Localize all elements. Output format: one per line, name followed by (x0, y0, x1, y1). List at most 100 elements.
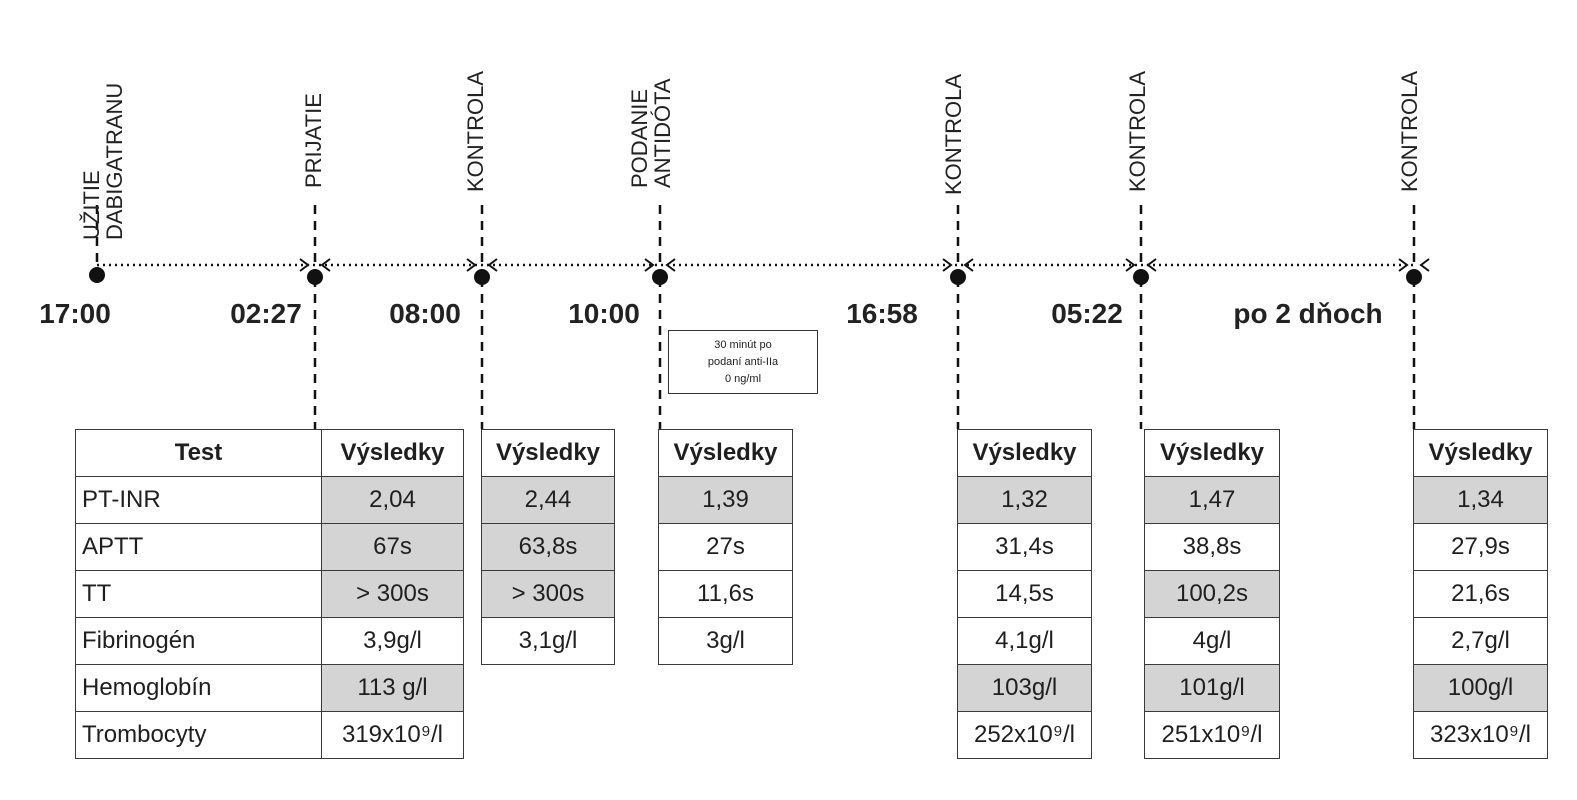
table-row: 63,8s (481, 523, 615, 571)
table-row: 100g/l (1413, 664, 1548, 712)
table-row: 3,9g/l (321, 617, 464, 665)
table-row: Trombocyty (75, 711, 322, 759)
test-name-cell: APTT (75, 523, 322, 571)
table-row: > 300s (481, 570, 615, 618)
event-arrowheads (1125, 258, 1157, 272)
result-value-cell: 319x10⁹/l (321, 711, 464, 759)
results-header-cell: Výsledky (658, 429, 793, 477)
table-row: TT (75, 570, 322, 618)
event-arrowheads (1398, 258, 1430, 272)
table-row: 319x10⁹/l (321, 711, 464, 759)
result-value-cell: 1,32 (957, 476, 1092, 524)
results-table: Výsledky 1,47 38,8s 100,2s 4g/l 101g/l 251x10⁹… (1144, 429, 1280, 759)
event-time-label: po 2 dňoch (1233, 298, 1383, 329)
note-line: 0 ng/ml (724, 372, 762, 385)
result-value-cell: 2,04 (321, 476, 464, 524)
table-row: Test (75, 429, 322, 477)
event-arrowheads (942, 258, 974, 272)
table-row: 11,6s (658, 570, 793, 618)
table-row: 67s (321, 523, 464, 571)
event-label-line: ANTIDÓTA (650, 78, 676, 188)
test-header-cell: Test (75, 429, 322, 477)
results-header-cell: Výsledky (321, 429, 464, 477)
note-line: podaní anti-IIa (707, 355, 779, 368)
table-row: PT-INR (75, 476, 322, 524)
result-value-cell: > 300s (481, 570, 615, 618)
result-value-cell: 100g/l (1413, 664, 1548, 712)
event-time-label: 05:22 (1051, 298, 1123, 329)
result-value-cell: 2,44 (481, 476, 615, 524)
event-label: KONTROLA (1397, 71, 1422, 192)
table-row: 4g/l (1144, 617, 1280, 665)
event-label-line: DABIGATRANU (102, 82, 128, 240)
event-label: UŽITIE DABIGATRANU (79, 82, 128, 240)
table-row: 251x10⁹/l (1144, 711, 1280, 759)
event-label-line: KONTROLA (941, 73, 966, 195)
table-row: 103g/l (957, 664, 1092, 712)
table-row: 27s (658, 523, 793, 571)
table-row: Fibrinogén (75, 617, 322, 665)
result-value-cell: 27,9s (1413, 523, 1548, 571)
result-value-cell: 3g/l (658, 617, 793, 665)
results-header-cell: Výsledky (957, 429, 1092, 477)
event-arrowheads (466, 258, 498, 272)
event-label-line: UŽITIE (79, 170, 104, 240)
result-value-cell: 251x10⁹/l (1144, 711, 1280, 759)
event-time-label: 08:00 (389, 298, 461, 329)
event-label: PRIJATIE (301, 93, 326, 188)
result-value-cell: 14,5s (957, 570, 1092, 618)
table-row: 1,47 (1144, 476, 1280, 524)
table-row: 2,44 (481, 476, 615, 524)
result-value-cell: 1,39 (658, 476, 793, 524)
table-row: Výsledky (658, 429, 793, 477)
table-row: 4,1g/l (957, 617, 1092, 665)
event-arrowheads (644, 258, 676, 272)
event-label: KONTROLA (463, 71, 488, 192)
test-name-cell: Fibrinogén (75, 617, 322, 665)
results-header-cell: Výsledky (1144, 429, 1280, 477)
test-name-cell: Hemoglobín (75, 664, 322, 712)
result-value-cell: 21,6s (1413, 570, 1548, 618)
event-label-line: PRIJATIE (301, 93, 326, 188)
table-row: 101g/l (1144, 664, 1280, 712)
event-label: KONTROLA (941, 73, 966, 195)
table-row: 14,5s (957, 570, 1092, 618)
event-label: PODANIE ANTIDÓTA (627, 78, 676, 188)
table-row: 3g/l (658, 617, 793, 665)
event-marker (652, 269, 668, 285)
results-table: Výsledky 1,34 27,9s 21,6s 2,7g/l 100g/l 323x10… (1413, 429, 1548, 759)
table-row: 3,1g/l (481, 617, 615, 665)
result-value-cell: 1,47 (1144, 476, 1280, 524)
results-table: Výsledky 1,39 27s 11,6s 3g/l (658, 429, 793, 665)
result-value-cell: 3,9g/l (321, 617, 464, 665)
result-value-cell: 3,1g/l (481, 617, 615, 665)
result-value-cell: 67s (321, 523, 464, 571)
result-value-cell: 31,4s (957, 523, 1092, 571)
results-table: Výsledky 2,44 63,8s > 300s 3,1g/l (481, 429, 615, 665)
table-row: Výsledky (1144, 429, 1280, 477)
event-arrowheads (299, 258, 331, 272)
table-row: 38,8s (1144, 523, 1280, 571)
table-row: 31,4s (957, 523, 1092, 571)
table-row: 1,39 (658, 476, 793, 524)
table-row: 252x10⁹/l (957, 711, 1092, 759)
test-names-table: Test PT-INR APTT TT Fibrinogén Hemoglobín Trom… (75, 429, 322, 759)
table-row: 2,7g/l (1413, 617, 1548, 665)
table-row: Výsledky (481, 429, 615, 477)
event-time-label: 02:27 (230, 298, 302, 329)
result-value-cell: 38,8s (1144, 523, 1280, 571)
result-value-cell: 63,8s (481, 523, 615, 571)
event-marker (1406, 269, 1422, 285)
event-time-label: 10:00 (568, 298, 640, 329)
results-table: Výsledky 2,04 67s > 300s 3,9g/l 113 g/l 319x10… (321, 429, 464, 759)
event-time-label: 16:58 (846, 298, 918, 329)
test-name-cell: PT-INR (75, 476, 322, 524)
event-marker (307, 269, 323, 285)
table-row: 100,2s (1144, 570, 1280, 618)
table-row: Hemoglobín (75, 664, 322, 712)
table-row: 21,6s (1413, 570, 1548, 618)
table-row: Výsledky (957, 429, 1092, 477)
table-row: 1,32 (957, 476, 1092, 524)
